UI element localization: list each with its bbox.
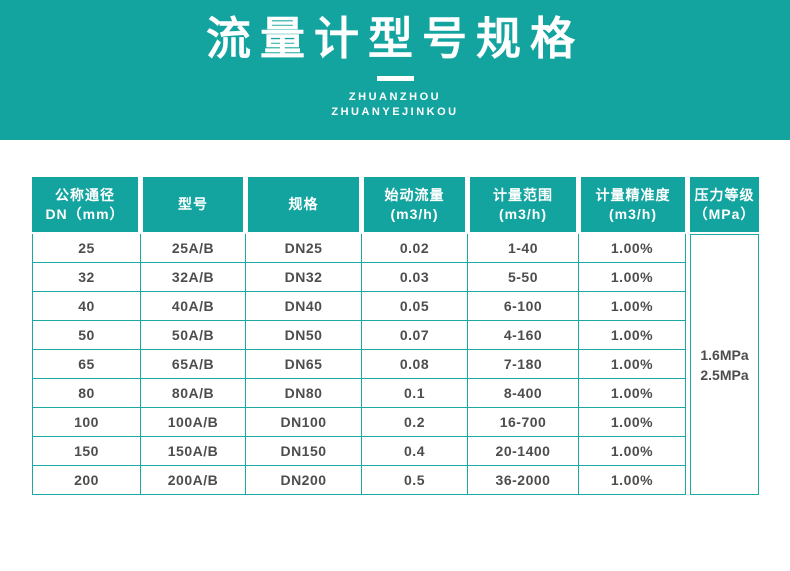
table-cell: 1.00% [579,292,685,320]
subtitle-line-1: ZHUANZHOU [348,91,442,103]
pressure-value-2: 2.5MPa [700,366,749,383]
table-cell: 20-1400 [468,437,578,465]
banner: 流量计型号规格 ZHUANZHOU ZHUANYEJINKOU [0,0,790,140]
table-cell: 0.02 [362,234,467,262]
header-unit: （MPa） [693,205,756,222]
table-cell: 50 [33,321,140,349]
table-cell: 50A/B [141,321,245,349]
header-label: 计量精准度 [595,186,671,203]
table-cell: 0.5 [362,466,467,494]
table-cell: 4-160 [468,321,578,349]
header-label: 规格 [288,196,319,212]
table-cell: 7-180 [468,350,578,378]
table-cell: 40 [33,292,140,320]
table-cell: DN80 [246,379,361,407]
table-cell: 1.00% [579,263,685,291]
table-cell: 1.00% [579,321,685,349]
table-cell: 25A/B [141,234,245,262]
table-cell: 0.2 [362,408,467,436]
table-cell: DN25 [246,234,361,262]
table-cell: 65A/B [141,350,245,378]
table-cell: 200A/B [141,466,245,494]
header-unit: (m3/h) [499,205,547,222]
table-cell: 1.00% [579,379,685,407]
table-cell: 0.1 [362,379,467,407]
title-divider [376,76,414,81]
table-cell: DN40 [246,292,361,320]
table-cell: 0.4 [362,437,467,465]
table-body: 25 25A/B DN25 0.02 1-40 1.00% 32 32A/B D… [32,234,759,495]
table-cell: DN200 [246,466,361,494]
pressure-rating-cell: 1.6MPa 2.5MPa [690,234,759,495]
header-label: 压力等级 [694,186,755,203]
pressure-value-1: 1.6MPa [700,346,749,363]
table-cell: 1.00% [579,437,685,465]
table-cell: 0.08 [362,350,467,378]
table-cell: 150 [33,437,140,465]
table-cell: 0.05 [362,292,467,320]
spec-table: 公称通径 DN（mm） 型号 规格 始动流量 (m3/h) 计量范围 (m3/h… [32,177,759,495]
table-cell: 36-2000 [468,466,578,494]
table-cell: 16-700 [468,408,578,436]
table-cell: 40A/B [141,292,245,320]
table-cell: 0.07 [362,321,467,349]
table-cell: 80A/B [141,379,245,407]
header-unit: DN（mm） [45,205,125,222]
header-cell-pressure-rating: 压力等级 （MPa） [690,177,759,232]
header-label: 计量范围 [493,186,553,203]
table-cell: DN50 [246,321,361,349]
table-cell: 1.00% [579,466,685,494]
table-cell: 150A/B [141,437,245,465]
table-cell: DN100 [246,408,361,436]
table-cell: 80 [33,379,140,407]
header-label: 始动流量 [384,186,445,203]
table-cell: 6-100 [468,292,578,320]
subtitle-line-2: ZHUANYEJINKOU [331,106,459,118]
table-cell: 1.00% [579,408,685,436]
table-cell: 25 [33,234,140,262]
header-unit: (m3/h) [609,205,657,222]
table-cell: 1.00% [579,234,685,262]
table-cell: 32A/B [141,263,245,291]
header-cell-model: 型号 [143,177,243,232]
table-cell: 65 [33,350,140,378]
table-cell: 1-40 [468,234,578,262]
header-cell-nominal-diameter: 公称通径 DN（mm） [32,177,138,232]
table-cell: 1.00% [579,350,685,378]
header-unit: (m3/h) [390,205,439,222]
header-cell-accuracy: 计量精准度 (m3/h) [581,177,685,232]
table-body-grid: 25 25A/B DN25 0.02 1-40 1.00% 32 32A/B D… [32,234,686,495]
header-label: 公称通径 [55,186,115,203]
header-label: 型号 [178,196,208,212]
page-title: 流量计型号规格 [205,13,584,64]
table-cell: 5-50 [468,263,578,291]
table-cell: 8-400 [468,379,578,407]
table-cell: 0.03 [362,263,467,291]
table-cell: 100 [33,408,140,436]
table-header-row: 公称通径 DN（mm） 型号 规格 始动流量 (m3/h) 计量范围 (m3/h… [32,177,759,232]
header-cell-start-flow: 始动流量 (m3/h) [364,177,465,232]
header-cell-measuring-range: 计量范围 (m3/h) [470,177,576,232]
table-cell: DN65 [246,350,361,378]
table-cell: 200 [33,466,140,494]
table-cell: DN32 [246,263,361,291]
header-cell-spec: 规格 [248,177,359,232]
table-cell: 32 [33,263,140,291]
table-cell: DN150 [246,437,361,465]
table-cell: 100A/B [141,408,245,436]
